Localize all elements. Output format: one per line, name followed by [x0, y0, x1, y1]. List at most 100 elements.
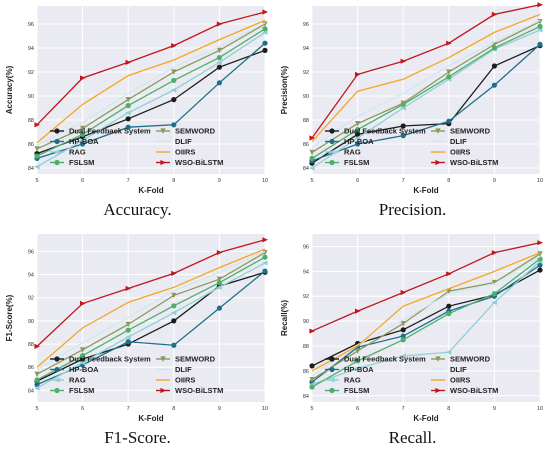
legend-label: DLIF — [450, 137, 467, 146]
data-point — [355, 131, 361, 137]
data-point — [355, 348, 361, 354]
x-tick-label: 9 — [218, 406, 221, 412]
data-point — [445, 349, 452, 355]
legend-marker — [54, 387, 60, 394]
legend-marker — [54, 128, 60, 134]
legend-item: DLIF — [156, 365, 192, 374]
y-tick-label: 96 — [28, 22, 34, 28]
data-point — [125, 59, 132, 65]
data-point — [491, 279, 497, 286]
y-tick-label: 88 — [303, 118, 309, 124]
y-axis-label: Precision(%) — [280, 65, 289, 114]
series-line — [36, 49, 266, 155]
data-point — [355, 141, 361, 147]
data-point — [125, 124, 131, 130]
legend-label: Dual Feedback System — [344, 355, 426, 364]
data-point — [125, 321, 131, 328]
x-tick-label: 7 — [402, 178, 405, 184]
data-point — [80, 75, 86, 81]
data-point — [355, 127, 361, 133]
y-axis-label: Recall(%) — [280, 300, 289, 336]
data-point — [446, 311, 452, 317]
precision-caption: Precision. — [378, 200, 447, 219]
y-tick-label: 84 — [303, 166, 309, 172]
y-axis-label: F1-Score(%) — [5, 294, 14, 341]
series-line — [311, 252, 541, 372]
data-point — [491, 82, 497, 88]
legend-label: Dual Feedback System — [69, 127, 151, 136]
x-tick-label: 7 — [127, 178, 130, 184]
data-point — [125, 339, 131, 345]
legend-item: SEMWORD — [156, 355, 216, 364]
data-point — [446, 74, 452, 80]
legend-label: HP-BOA — [69, 137, 99, 146]
data-point — [309, 377, 315, 383]
x-tick-label: 5 — [35, 406, 38, 412]
data-point — [80, 347, 86, 353]
data-point — [34, 371, 40, 378]
legend-label: SEMWORD — [175, 127, 216, 136]
series-line — [311, 25, 541, 159]
data-point — [537, 2, 543, 8]
series-line — [311, 264, 541, 383]
series-line — [311, 13, 541, 143]
data-point — [262, 26, 268, 32]
legend-item: RAG — [325, 148, 361, 157]
series-line — [36, 23, 266, 150]
legend-label: DLIF — [175, 365, 192, 374]
data-point — [216, 55, 222, 61]
y-tick-label: 92 — [303, 70, 309, 76]
x-tick-label: 10 — [537, 178, 543, 184]
legend-label: FSLSM — [69, 386, 94, 395]
series-line — [36, 256, 266, 381]
x-tick-label: 8 — [447, 178, 450, 184]
data-point — [80, 125, 86, 132]
series-rag — [309, 258, 543, 388]
legend-marker — [160, 356, 166, 362]
legend-label: RAG — [69, 148, 86, 157]
data-point — [80, 300, 86, 307]
data-point — [216, 21, 223, 27]
y-tick-label: 84 — [28, 166, 34, 172]
data-point — [79, 360, 86, 366]
data-point — [171, 342, 177, 348]
data-point — [34, 343, 40, 349]
legend-item: WSO-BiLSTM — [431, 386, 498, 395]
legend-label: OIIRS — [175, 376, 195, 385]
y-tick-label: 90 — [303, 319, 309, 325]
data-point — [262, 9, 268, 15]
data-point — [354, 365, 361, 371]
data-point — [262, 260, 268, 266]
legend-item: FSLSM — [325, 158, 369, 167]
legend-marker — [160, 128, 166, 134]
data-point — [216, 59, 222, 65]
legend-marker — [329, 149, 335, 155]
series-dlif — [311, 19, 541, 149]
legend-item: HP-BOA — [50, 137, 99, 146]
data-point — [216, 47, 222, 54]
legend-item: HP-BOA — [325, 137, 374, 146]
data-point — [309, 384, 315, 390]
data-point — [355, 121, 361, 127]
series-line — [36, 262, 266, 389]
data-point — [171, 77, 177, 83]
data-point — [400, 337, 406, 343]
data-point — [354, 135, 361, 141]
legend-item: FSLSM — [325, 386, 369, 395]
data-point — [537, 41, 543, 48]
legend-marker — [54, 149, 60, 155]
data-point — [262, 47, 268, 54]
series-fslsm — [34, 26, 268, 159]
data-point — [80, 141, 86, 147]
x-tick-label: 8 — [172, 406, 175, 412]
data-point — [171, 97, 177, 103]
y-tick-label: 86 — [303, 142, 309, 148]
legend-label: HP-BOA — [344, 365, 374, 374]
x-tick-label: 9 — [493, 178, 496, 184]
legend-item: DLIF — [156, 137, 192, 146]
legend-item: Dual Feedback System — [325, 127, 426, 136]
legend-label: HP-BOA — [69, 365, 99, 374]
series-line — [36, 248, 266, 368]
series-dlif — [36, 22, 266, 146]
data-point — [537, 262, 543, 268]
